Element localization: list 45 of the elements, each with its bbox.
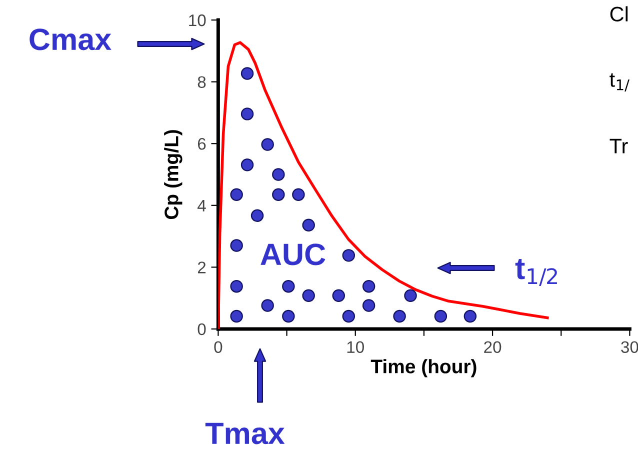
point <box>393 310 406 323</box>
y-tick-label: 10 <box>189 14 206 26</box>
x-tick-label: 10 <box>347 341 364 354</box>
point <box>302 218 315 232</box>
y-axis-title: Cp (mg/L) <box>164 130 182 220</box>
point <box>434 310 448 323</box>
point <box>240 158 254 172</box>
annotation: Cl <box>610 6 628 22</box>
point <box>362 299 376 312</box>
point <box>240 108 254 120</box>
x-tick-label: 30 <box>621 341 638 354</box>
point <box>302 289 315 302</box>
annotation: t$_{1/2}$ <box>515 259 557 286</box>
x-tick-label: 0 <box>214 341 222 354</box>
point <box>261 299 274 312</box>
y-tick-label: 0 <box>198 323 206 336</box>
y-tick-label: 4 <box>198 200 206 212</box>
text: Tmax <box>205 422 285 444</box>
x-tick-label: 20 <box>484 341 502 354</box>
point <box>230 310 243 323</box>
point <box>342 310 356 323</box>
point <box>362 280 376 293</box>
point <box>240 67 254 80</box>
point <box>230 239 243 252</box>
annotation: t$_{1/}$ <box>610 73 630 92</box>
point <box>282 280 295 293</box>
x-axis-title: Time (hour) <box>370 359 476 378</box>
point <box>292 188 305 201</box>
point <box>230 280 243 293</box>
point <box>342 249 356 262</box>
point <box>282 310 295 323</box>
y-tick-label: 2 <box>198 262 206 274</box>
point <box>272 188 285 201</box>
point <box>250 209 264 222</box>
point <box>230 188 243 201</box>
annotation: AUC <box>260 244 326 266</box>
point <box>261 138 274 151</box>
y-tick-label: 8 <box>198 76 206 88</box>
text: Cmax <box>30 28 112 50</box>
annotation: Tr <box>610 138 628 154</box>
point <box>272 168 285 181</box>
point <box>464 310 477 323</box>
point <box>404 289 417 302</box>
point <box>332 289 345 302</box>
y-tick-label: 6 <box>198 138 206 150</box>
